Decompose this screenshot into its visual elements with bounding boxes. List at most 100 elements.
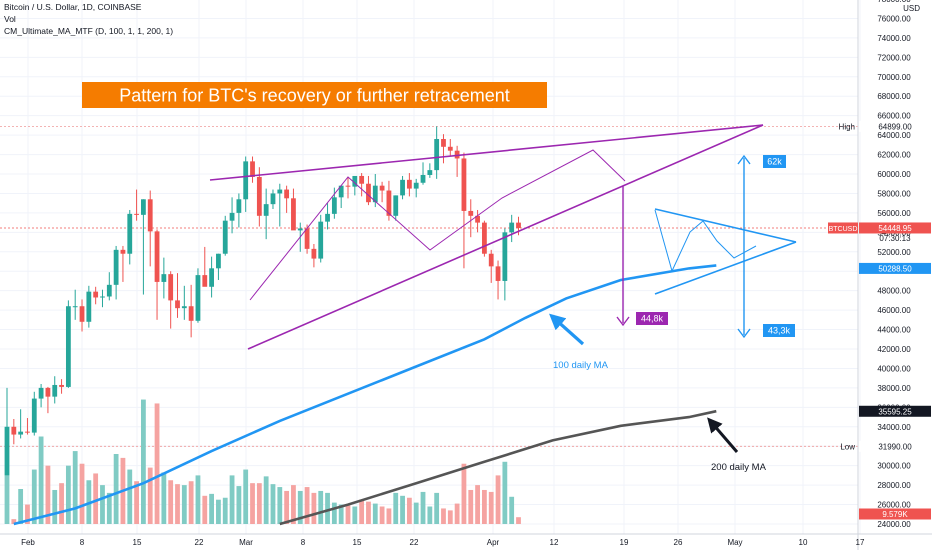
volume-bar xyxy=(38,436,44,524)
y-tick-label: 52000.00 xyxy=(877,248,911,257)
y-tick-label: 40000.00 xyxy=(877,364,911,373)
y-tick-label: 74000.00 xyxy=(877,34,911,43)
candle xyxy=(147,190,153,267)
x-tick-label: 15 xyxy=(353,538,362,547)
target-43-3k-label: 43,3k xyxy=(763,324,795,337)
high-label: High xyxy=(839,122,855,131)
time-axis[interactable]: Feb 8 15 22 Mar 8 15 22 Apr 12 19 26 May 10 17 xyxy=(0,533,932,547)
y-tick-label: 78000.00 xyxy=(877,0,911,4)
candle xyxy=(202,246,208,287)
candle xyxy=(400,175,405,200)
volume-bar xyxy=(393,492,399,524)
candle xyxy=(250,156,255,183)
candle-body xyxy=(420,174,426,183)
candle xyxy=(304,224,310,254)
candle-body xyxy=(488,253,494,267)
candle-body xyxy=(154,231,160,282)
candle xyxy=(345,176,351,199)
ma200-price-badge-bg xyxy=(859,405,931,417)
candle-body xyxy=(263,204,269,216)
ma100-price-badge: 50288.50 xyxy=(859,262,931,274)
x-tick-label: Mar xyxy=(239,538,253,547)
price-axis[interactable]: 24000.00 26000.00 28000.00 30000.00 34000.00… xyxy=(828,0,931,550)
wedge-target-arrow-head xyxy=(616,316,630,327)
candle-body xyxy=(18,431,24,435)
target-43-3k-label-text: 43,3k xyxy=(768,326,791,336)
candle-body xyxy=(454,150,460,159)
volume-bar xyxy=(345,505,351,524)
current-price-badge: 54448.95 xyxy=(859,222,931,234)
candle-body xyxy=(216,253,221,269)
volume-bar xyxy=(366,501,371,524)
y-tick-label: 24000.00 xyxy=(877,520,911,529)
candle xyxy=(216,253,221,280)
candle-body xyxy=(161,274,167,282)
candle-body xyxy=(250,161,255,177)
volume-bar xyxy=(488,491,494,524)
candle xyxy=(372,174,378,208)
volume-bar xyxy=(406,497,412,524)
volume-bar xyxy=(236,486,242,524)
candle xyxy=(509,214,515,243)
high-price-badge-bg xyxy=(859,120,931,132)
triangle-projection xyxy=(654,209,757,273)
candle xyxy=(441,134,446,164)
ma200-line xyxy=(279,409,717,526)
candle-body xyxy=(372,185,378,203)
candle-body xyxy=(4,426,10,476)
volume-bar xyxy=(106,492,112,524)
candle-body xyxy=(38,387,44,399)
candle-body xyxy=(345,185,351,187)
chart-grid xyxy=(0,0,861,534)
low-label: Low xyxy=(840,442,855,451)
x-tick-label: May xyxy=(727,538,742,547)
y-tick-label: 48000.00 xyxy=(877,287,911,296)
volume-bar xyxy=(447,510,453,524)
candle-body xyxy=(331,197,337,214)
candle xyxy=(482,220,487,257)
low-price-badge: 31990.00 xyxy=(859,440,931,452)
volume-bar xyxy=(420,491,426,524)
candle-body xyxy=(236,199,242,213)
candle xyxy=(447,139,453,157)
candle-body xyxy=(45,387,51,397)
candle xyxy=(222,215,228,256)
candle xyxy=(311,244,317,268)
vol-indicator-label: Vol xyxy=(4,14,16,24)
volume-bar xyxy=(4,475,10,524)
candle-body xyxy=(72,306,78,308)
candle xyxy=(379,181,385,203)
target-62k-label: 62k xyxy=(763,155,786,168)
candle-body xyxy=(406,179,412,189)
volume-bars xyxy=(4,399,521,524)
candle xyxy=(168,271,174,329)
y-tick-label: 68000.00 xyxy=(877,92,911,101)
candle-body xyxy=(461,158,467,211)
candle-body xyxy=(475,215,480,223)
pattern-title-text: Pattern for BTC's recovery or further re… xyxy=(119,85,510,105)
candle xyxy=(188,284,194,338)
volume-badge-bg xyxy=(859,508,931,520)
volume-bar xyxy=(325,492,330,524)
candle-body xyxy=(400,179,405,196)
ma200-price-badge-text: 35595.25 xyxy=(878,407,912,416)
volume-bar xyxy=(243,469,249,524)
volume-bar xyxy=(304,487,310,524)
candle xyxy=(256,167,262,227)
candle-body xyxy=(65,306,71,387)
volume-bar xyxy=(18,489,24,524)
ma-indicator-label: CM_Ultimate_MA_MTF (D, 100, 1, 1, 200, 1… xyxy=(4,26,174,36)
candle-body xyxy=(168,274,174,301)
candle xyxy=(366,175,371,206)
candle xyxy=(195,268,201,323)
volume-bar xyxy=(502,461,508,524)
y-tick-label: 58000.00 xyxy=(877,189,911,198)
candle xyxy=(229,197,235,234)
volume-bar xyxy=(154,403,160,524)
ma200-callout-label: 200 daily MA xyxy=(711,462,767,473)
volume-bar xyxy=(202,495,208,524)
candle-body xyxy=(195,275,201,321)
candle xyxy=(209,256,214,298)
candle xyxy=(154,229,160,320)
